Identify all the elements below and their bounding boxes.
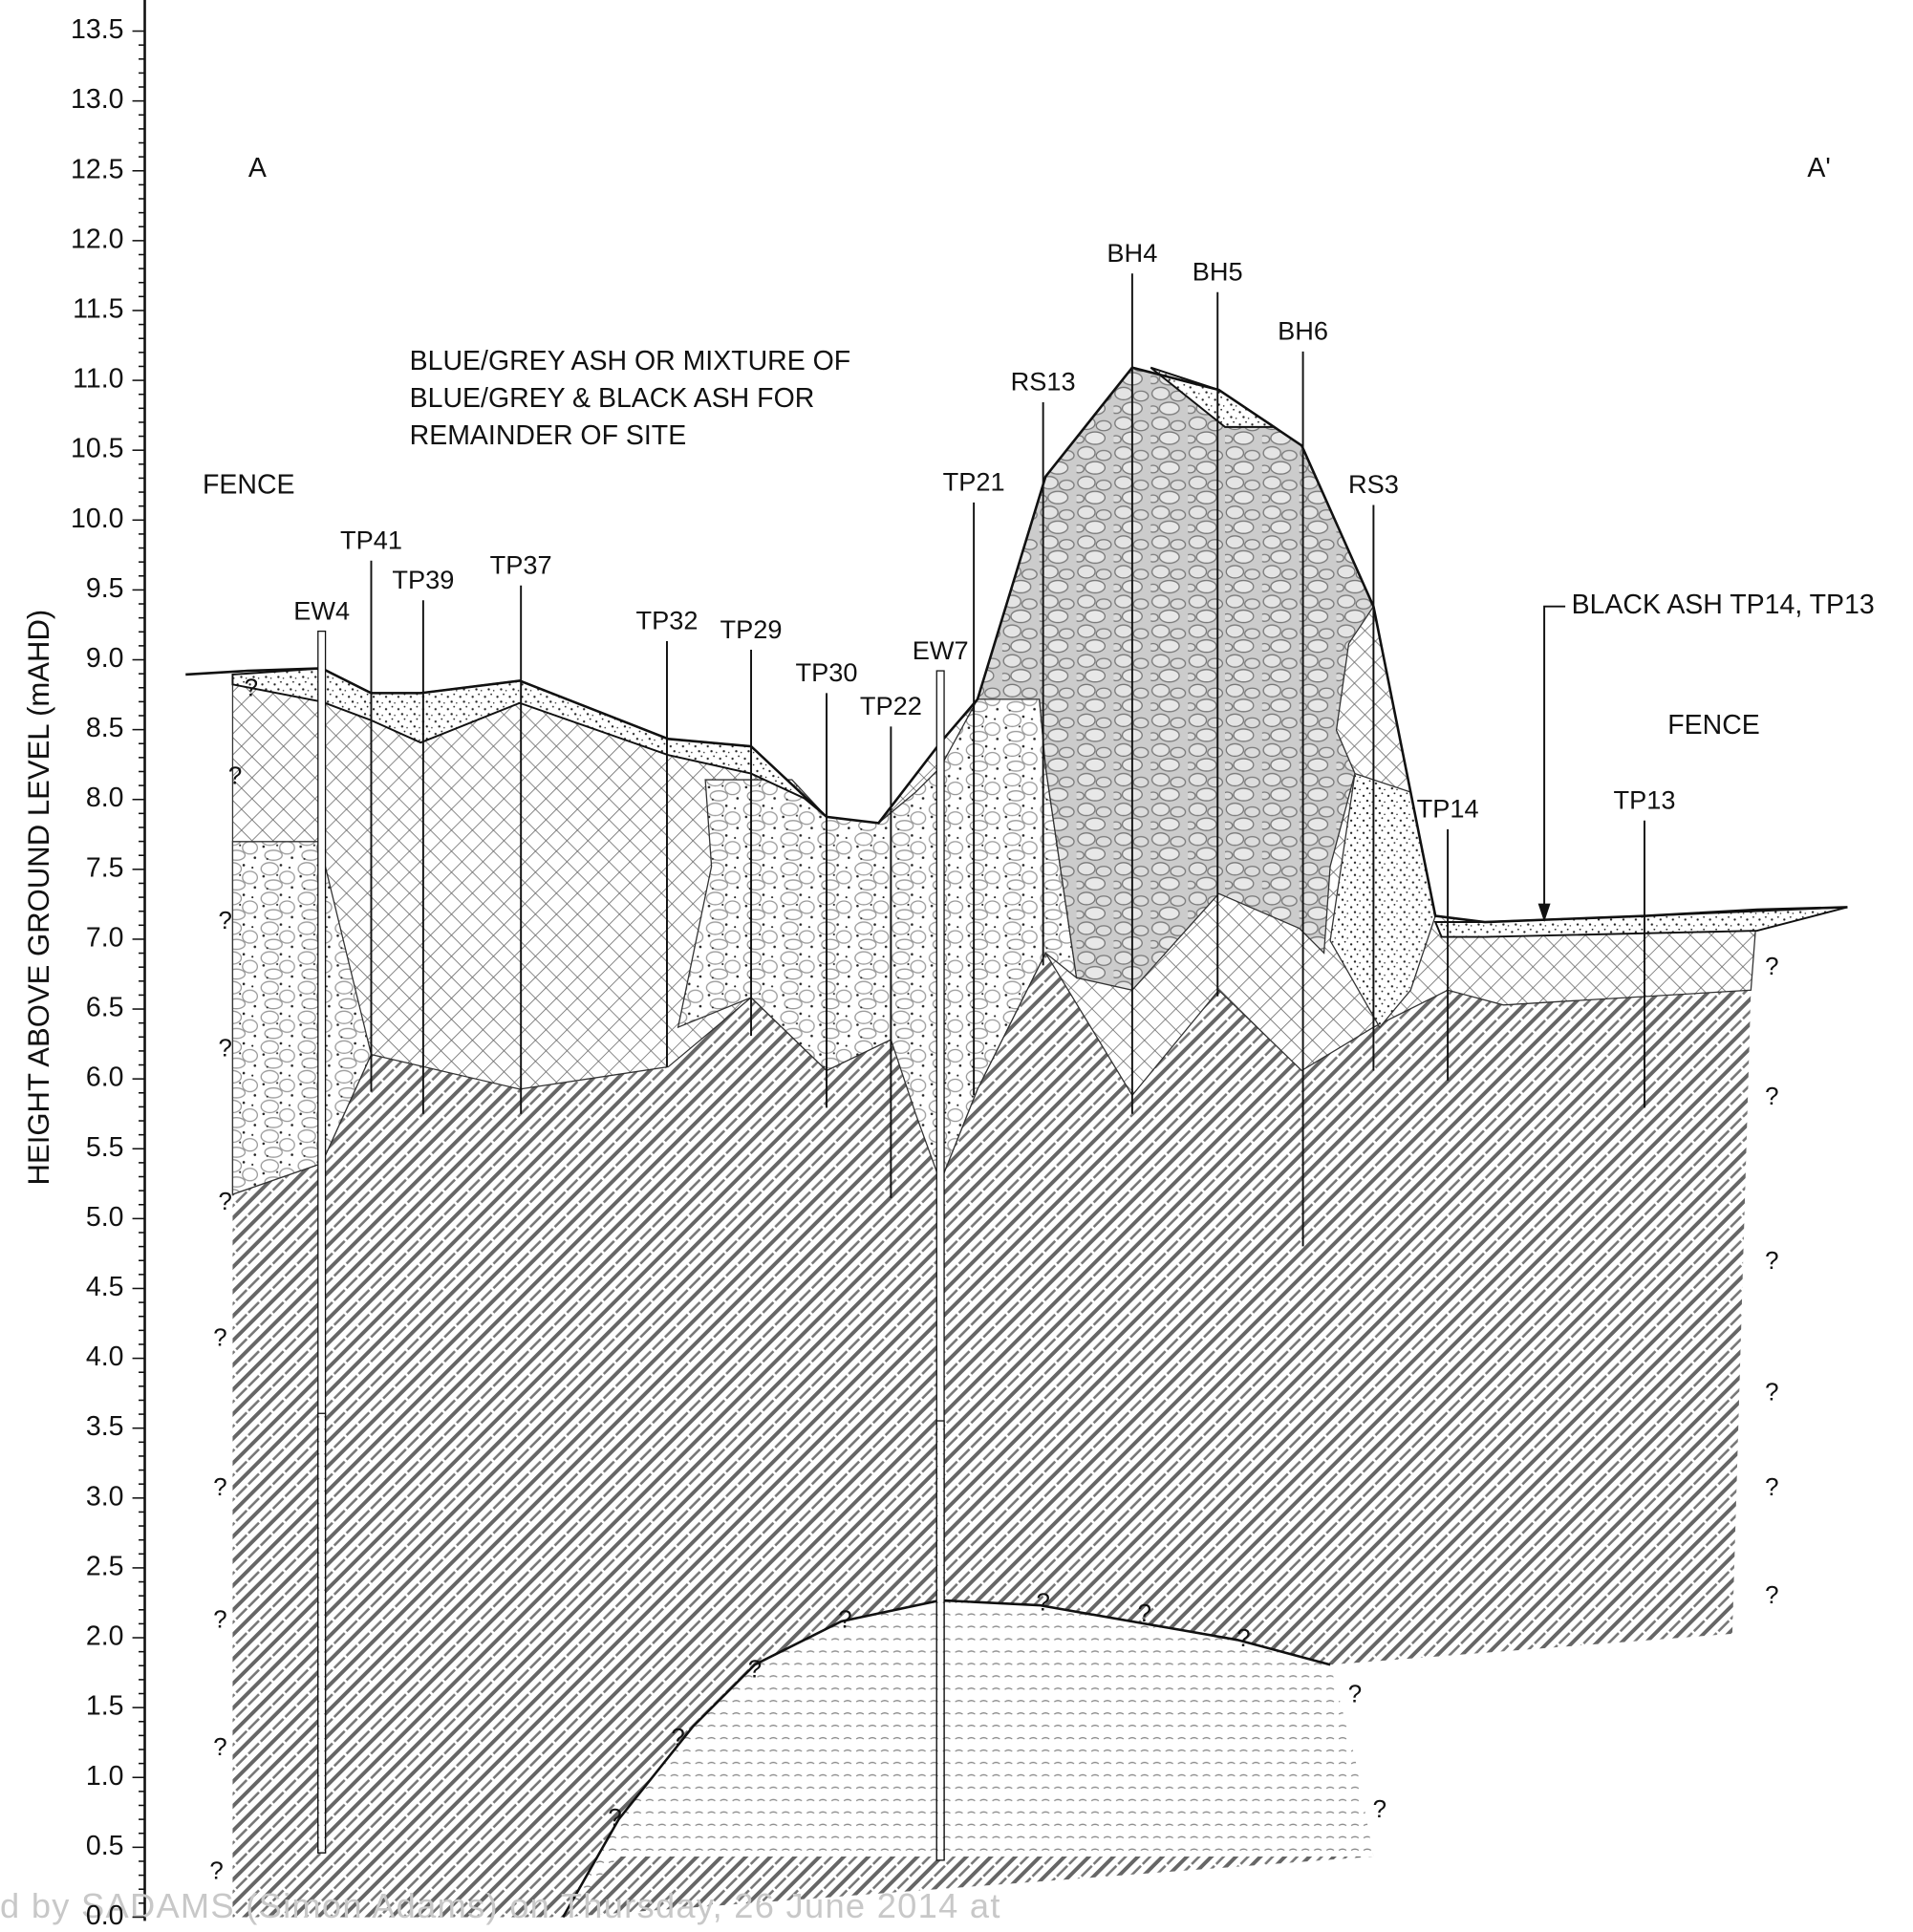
page: {"axis": {"label": "HEIGHT ABOVE GROUND … (0, 0, 1913, 1932)
uncertain-marker: ? (1765, 1474, 1778, 1501)
borehole-label: TP32 (635, 606, 698, 635)
cross-section: A A' FENCE FENCE BLUE/GREY ASH OR MIXTUR… (0, 0, 1913, 1932)
uncertain-marker: ? (1765, 954, 1778, 980)
y-tick-label: 9.0 (86, 643, 124, 674)
borehole-label: TP21 (943, 467, 1005, 497)
y-tick-label: 5.0 (86, 1202, 124, 1233)
y-tick-label: 7.5 (86, 852, 124, 883)
y-tick-label: 3.0 (86, 1481, 124, 1512)
uncertain-marker: ? (1348, 1681, 1362, 1707)
uncertain-marker: ? (1036, 1590, 1049, 1617)
y-tick-label: 10.0 (71, 504, 123, 534)
borehole-label: TP29 (720, 614, 783, 644)
y-tick-label: 4.0 (86, 1342, 124, 1372)
y-tick-label: 6.5 (86, 993, 124, 1023)
y-tick-label: 3.5 (86, 1411, 124, 1442)
borehole-label: BH5 (1193, 256, 1243, 286)
y-tick-label: 0.0 (86, 1900, 124, 1931)
y-tick-label: 8.5 (86, 713, 124, 743)
axis-label: HEIGHT ABOVE GROUND LEVEL (mAHD) (22, 610, 55, 1186)
y-tick-label: 9.5 (86, 573, 124, 604)
borehole-label: BH6 (1278, 316, 1328, 346)
uncertain-marker: ? (608, 1805, 621, 1832)
footer: d by SADAMS (Simon Adams) on Thursday, 2… (0, 1886, 1001, 1925)
pointer (1544, 607, 1565, 913)
note-line: BLUE/GREY ASH OR MIXTURE OF (410, 346, 851, 376)
uncertain-marker: ? (1373, 1796, 1386, 1823)
y-tick-label: 6.0 (86, 1063, 124, 1093)
y-tick-label: 10.5 (71, 434, 123, 464)
y-tick-label: 4.5 (86, 1272, 124, 1302)
y-tick-label: 0.5 (86, 1831, 124, 1861)
borehole-label: TP30 (796, 657, 858, 687)
y-tick-label: 13.0 (71, 84, 123, 115)
borehole-label: RS3 (1348, 469, 1399, 499)
y-tick-label: 11.0 (73, 364, 123, 395)
uncertain-marker: ? (748, 1657, 762, 1684)
uncertain-marker: ? (213, 1734, 226, 1761)
note-line: REMAINDER OF SITE (410, 420, 687, 451)
borehole-label: TP39 (392, 565, 454, 594)
uncertain-marker: ? (1765, 1379, 1778, 1406)
borehole-label: BH4 (1107, 238, 1157, 268)
borehole-label: EW4 (293, 595, 350, 625)
well-screen (318, 1413, 326, 1853)
uncertain-marker: ? (1765, 1248, 1778, 1275)
borehole-label: EW7 (913, 635, 969, 665)
uncertain-marker: ? (218, 1189, 231, 1215)
y-tick-label: 12.5 (71, 154, 123, 184)
uncertain-marker: ? (213, 1324, 226, 1351)
black-ash-note: BLACK ASH TP14, TP13 (1572, 590, 1875, 620)
borehole-label: TP22 (860, 691, 922, 720)
borehole-label: RS13 (1011, 367, 1076, 397)
y-tick-label: 11.5 (73, 293, 123, 324)
uncertain-marker: ? (1765, 1582, 1778, 1609)
uncertain-marker: ? (218, 1035, 231, 1062)
y-tick-label: 1.0 (86, 1761, 124, 1792)
borehole-label: TP14 (1417, 794, 1479, 824)
y-tick-label: 12.0 (71, 224, 123, 254)
uncertain-marker: ? (228, 762, 242, 789)
uncertain-marker: ? (213, 1607, 226, 1634)
uncertain-marker: ? (209, 1858, 223, 1885)
y-tick-label: 2.0 (86, 1621, 124, 1652)
borehole-label: TP41 (340, 526, 402, 555)
borehole-label: TP13 (1614, 785, 1676, 815)
uncertain-marker: ? (245, 675, 258, 701)
note-line: BLUE/GREY & BLACK ASH FOR (410, 383, 815, 414)
section-end: A' (1807, 153, 1830, 183)
y-tick-label: 2.5 (86, 1551, 124, 1581)
y-tick-label: 5.5 (86, 1132, 124, 1163)
fence-label: FENCE (1667, 710, 1760, 741)
uncertain-marker: ? (1765, 1084, 1778, 1110)
y-tick-label: 1.5 (86, 1691, 124, 1722)
fence-label: FENCE (203, 470, 295, 501)
uncertain-marker: ? (838, 1607, 851, 1634)
borehole-label: TP37 (490, 549, 552, 579)
uncertain-marker: ? (213, 1474, 226, 1501)
section-start: A (248, 153, 267, 183)
y-tick-label: 7.0 (86, 922, 124, 953)
uncertain-marker: ? (1236, 1625, 1250, 1652)
uncertain-marker: ? (1138, 1600, 1151, 1627)
well-screen (936, 1421, 944, 1860)
y-tick-label: 8.0 (86, 783, 124, 813)
uncertain-marker: ? (671, 1725, 684, 1751)
y-tick-label: 13.5 (71, 14, 123, 45)
uncertain-marker: ? (218, 908, 231, 934)
